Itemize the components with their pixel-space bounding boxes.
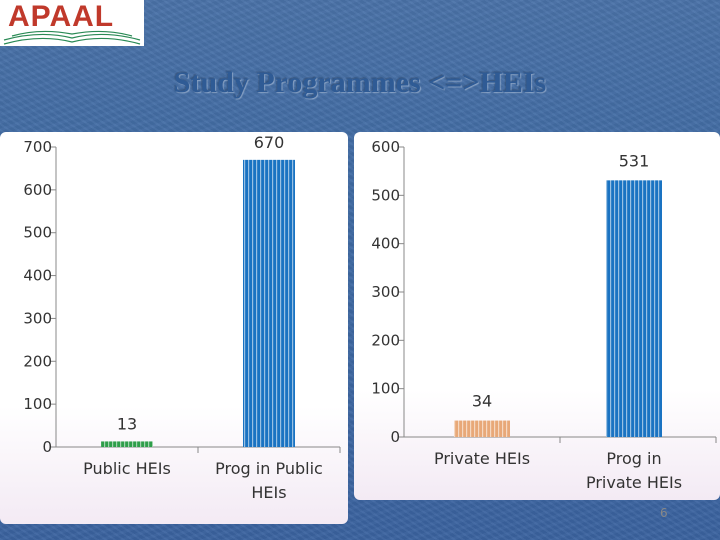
y-tick-label: 700	[23, 138, 52, 156]
bar-private-heis	[454, 420, 510, 437]
y-tick-label: 600	[371, 138, 400, 156]
data-label: 670	[254, 133, 285, 152]
y-tick-label: 500	[23, 224, 52, 242]
x-category-label: Private HEIs	[434, 449, 530, 468]
y-tick-label: 100	[23, 395, 52, 413]
chart-panel-left: 0 100 200 300 400 500 600 700 13 Public HEIs 670 Pr…	[0, 132, 348, 524]
y-tick-label: 100	[371, 380, 400, 398]
data-label: 531	[619, 151, 650, 170]
book-logo-icon	[3, 30, 141, 45]
y-tick-label: 200	[23, 352, 52, 370]
y-tick-label: 200	[371, 331, 400, 349]
x-category-label: Prog in Public	[215, 459, 323, 478]
x-category-label: Private HEIs	[586, 473, 682, 492]
bar-prog-in-private-heis	[606, 180, 662, 437]
y-tick-label: 500	[371, 186, 400, 204]
chart-right: 0 100 200 300 400 500 600 34 Private HEIs 531 Prog…	[371, 138, 717, 492]
chart-left: 0 100 200 300 400 500 600 700 13 Public HEIs 670 Pr…	[23, 133, 341, 502]
y-tick-label: 400	[23, 267, 52, 285]
slide-title: Study Programmes <=>HEIs	[173, 66, 547, 99]
y-tick-label: 400	[371, 235, 400, 253]
y-tick-label: 600	[23, 181, 52, 199]
page-number: 6	[660, 506, 668, 520]
apaal-logo: APAAL	[0, 0, 144, 46]
x-category-label: HEIs	[251, 483, 286, 502]
bar-public-heis	[101, 441, 153, 447]
logo-text: APAAL	[8, 0, 115, 33]
x-category-label: Public HEIs	[83, 459, 171, 478]
y-tick-label: 300	[371, 283, 400, 301]
data-label: 34	[472, 392, 492, 411]
data-label: 13	[117, 414, 137, 433]
chart-panel-right: 0 100 200 300 400 500 600 34 Private HEIs 531 Prog…	[354, 132, 720, 500]
y-tick-label: 300	[23, 309, 52, 327]
x-category-label: Prog in	[606, 449, 661, 468]
y-tick-label: 0	[390, 428, 400, 446]
bar-prog-in-public-heis	[243, 159, 295, 447]
y-tick-label: 0	[42, 438, 52, 456]
